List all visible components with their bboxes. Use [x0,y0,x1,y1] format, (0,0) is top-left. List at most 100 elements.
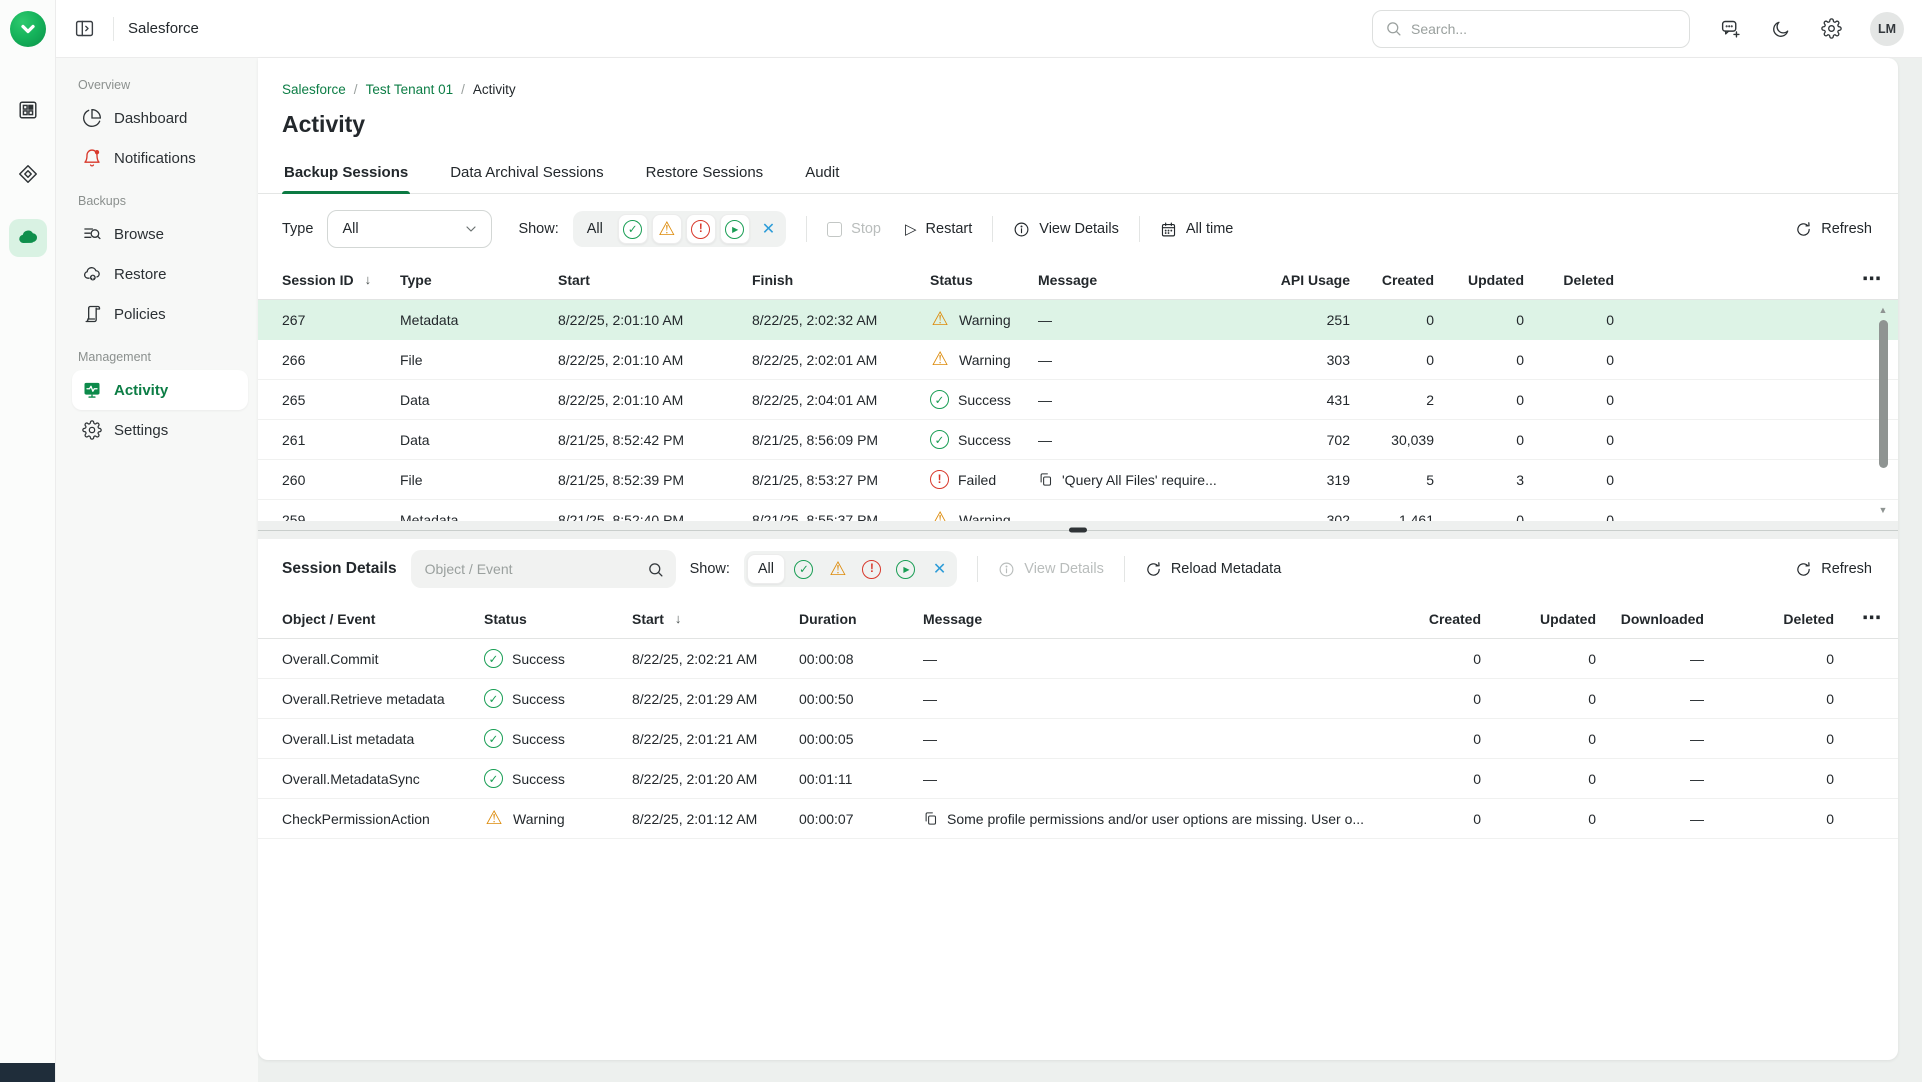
restore-cloud-icon [82,264,102,284]
tab-restore-sessions[interactable]: Restore Sessions [645,164,764,181]
details-view-details-button[interactable]: View Details [998,561,1104,578]
sidebar-item-label: Activity [114,381,169,399]
sort-desc-icon[interactable]: ↓ [364,272,372,287]
column-settings-icon[interactable]: ⋯ [1862,608,1882,629]
breadcrumb-link[interactable]: Salesforce [282,82,346,97]
diamond-connector-icon[interactable] [9,155,47,193]
warning-icon [930,349,950,371]
brand-logo-icon[interactable] [9,11,46,47]
tab-audit[interactable]: Audit [805,164,840,181]
sidebar-item-label: Dashboard [114,109,188,127]
type-dropdown[interactable]: All [327,210,493,248]
rail-bottom-block [0,1063,55,1082]
table-row[interactable]: Overall.Retrieve metadata Success 8/22/2… [258,679,1898,719]
warning-filter-icon[interactable] [651,214,682,244]
success-filter-icon[interactable] [789,554,819,584]
type-dropdown-value: All [342,221,359,237]
sidebar-item-dashboard[interactable]: Dashboard [72,98,248,138]
refresh-button[interactable]: Refresh [1795,221,1872,238]
clear-filter-icon[interactable]: ✕ [932,561,947,578]
dark-mode-moon-icon[interactable] [1771,19,1791,39]
reload-icon [1145,561,1162,578]
tab-data-archival-sessions[interactable]: Data Archival Sessions [450,164,604,181]
object-event-search[interactable] [410,550,676,588]
details-refresh-button[interactable]: Refresh [1795,561,1872,578]
vertical-scrollbar[interactable]: ▲ ▼ [1877,306,1889,515]
object-event-input[interactable] [424,561,639,577]
restart-button[interactable]: ▷ Restart [905,221,973,238]
table-row[interactable]: 265 Data 8/22/25, 2:01:10 AM 8/22/25, 2:… [258,380,1898,420]
icon-rail [0,0,56,1082]
running-filter-icon[interactable] [891,554,921,584]
stop-button[interactable]: Stop [827,221,881,237]
warning-filter-icon[interactable] [823,554,853,584]
warning-icon [930,309,950,331]
copy-icon[interactable] [923,811,938,826]
topbar-divider [113,16,114,41]
error-filter-icon[interactable] [857,554,887,584]
apps-grid-icon[interactable] [9,91,47,129]
error-filter-icon[interactable] [685,214,716,244]
sort-desc-icon[interactable]: ↓ [674,611,682,626]
table-row[interactable]: CheckPermissionAction Warning 8/22/25, 2… [258,799,1898,839]
sidebar-item-label: Notifications [114,149,196,167]
search-input[interactable] [1411,20,1677,37]
table-row[interactable]: Overall.MetadataSync Success 8/22/25, 2:… [258,759,1898,799]
filter-all[interactable]: All [586,221,603,237]
sidebar-item-settings[interactable]: Settings [72,410,248,450]
feedback-chat-icon[interactable] [1720,18,1741,39]
panel-splitter [258,521,1898,539]
warning-icon [484,808,504,830]
sidebar-item-notifications[interactable]: Notifications [72,138,248,178]
stop-checkbox-icon [827,221,843,237]
table-row[interactable]: 266 File 8/22/25, 2:01:10 AM 8/22/25, 2:… [258,340,1898,380]
sidebar-section-label: Backups [78,194,126,208]
failed-icon [930,470,949,489]
panel-resize-handle[interactable] [1069,527,1087,533]
table-row[interactable]: 261 Data 8/21/25, 8:52:42 PM 8/21/25, 8:… [258,420,1898,460]
sidebar-item-policies[interactable]: Policies [72,294,248,334]
running-filter-icon[interactable] [719,214,750,244]
status-filter-group: All ✕ [572,211,787,247]
refresh-icon [1795,561,1812,578]
sidebar-item-label: Policies [114,305,166,323]
scrollbar-thumb[interactable] [1878,320,1888,468]
info-icon [998,561,1015,578]
sidebar-item-label: Settings [114,421,169,439]
success-icon [930,390,949,409]
table-row[interactable]: 260 File 8/21/25, 8:52:39 PM 8/21/25, 8:… [258,460,1898,500]
copy-icon[interactable] [1038,472,1053,487]
breadcrumb-link[interactable]: Test Tenant 01 [365,82,454,97]
sidebar-item-restore[interactable]: Restore [72,254,248,294]
clear-filter-icon[interactable]: ✕ [761,221,776,238]
type-label: Type [282,221,314,237]
show-label: Show: [689,561,730,577]
user-avatar[interactable]: LM [1870,11,1904,46]
session-details-toolbar: Session Details Show: All [258,539,1898,599]
column-settings-icon[interactable]: ⋯ [1862,269,1882,290]
settings-gear-icon[interactable] [1821,18,1842,39]
table-row[interactable]: Overall.Commit Success 8/22/25, 2:02:21 … [258,639,1898,679]
breadcrumb: Salesforce / Test Tenant 01 / Activity [282,82,516,97]
filter-all[interactable]: All [746,554,785,584]
scroll-up-icon[interactable]: ▲ [1878,305,1888,315]
sidebar-item-activity[interactable]: Activity [72,370,248,410]
show-label: Show: [518,221,559,237]
scroll-down-icon[interactable]: ▼ [1878,505,1888,515]
sidebar-item-browse[interactable]: Browse [72,214,248,254]
table-row[interactable]: 267 Metadata 8/22/25, 2:01:10 AM 8/22/25… [258,300,1898,340]
warning-icon [930,509,950,522]
table-row[interactable]: Overall.List metadata Success 8/22/25, 2… [258,719,1898,759]
success-filter-icon[interactable] [617,214,648,244]
reload-metadata-button[interactable]: Reload Metadata [1145,561,1281,578]
view-details-button[interactable]: View Details [1013,221,1119,238]
global-search[interactable] [1372,9,1690,48]
salesforce-connector-icon[interactable] [8,219,47,257]
success-icon [484,649,503,668]
table-row-clipped[interactable]: 259 Metadata 8/21/25, 8:52:40 PM 8/21/25… [258,500,1898,522]
sidebar-toggle-icon[interactable] [70,14,99,43]
all-time-button[interactable]: All time [1160,221,1233,238]
sidebar-item-label: Browse [114,225,165,243]
tab-backup-sessions[interactable]: Backup Sessions [282,158,411,194]
